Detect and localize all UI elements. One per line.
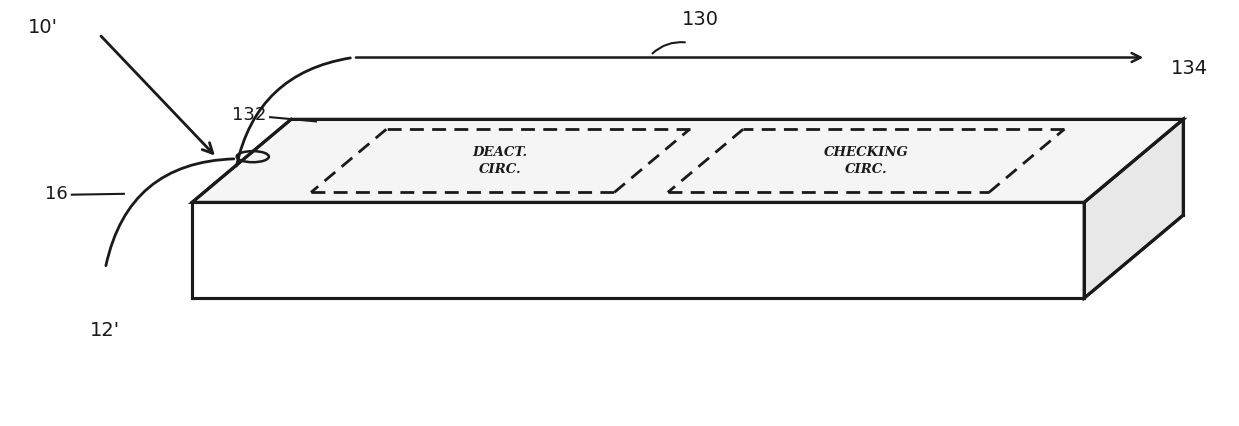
Text: 12': 12': [90, 321, 120, 340]
Text: 16: 16: [46, 185, 68, 203]
Text: DEACT.
CIRC.: DEACT. CIRC.: [473, 146, 528, 176]
Text: CHECKING
CIRC.: CHECKING CIRC.: [824, 146, 908, 176]
FancyArrowPatch shape: [237, 58, 351, 166]
Polygon shape: [192, 202, 1084, 298]
Polygon shape: [1084, 119, 1183, 298]
Text: 130: 130: [681, 10, 719, 29]
Text: 134: 134: [1171, 59, 1208, 78]
FancyArrowPatch shape: [653, 42, 685, 53]
Text: 132: 132: [232, 106, 266, 124]
Text: 10': 10': [28, 18, 58, 37]
Polygon shape: [192, 119, 1183, 202]
FancyArrowPatch shape: [105, 159, 234, 266]
